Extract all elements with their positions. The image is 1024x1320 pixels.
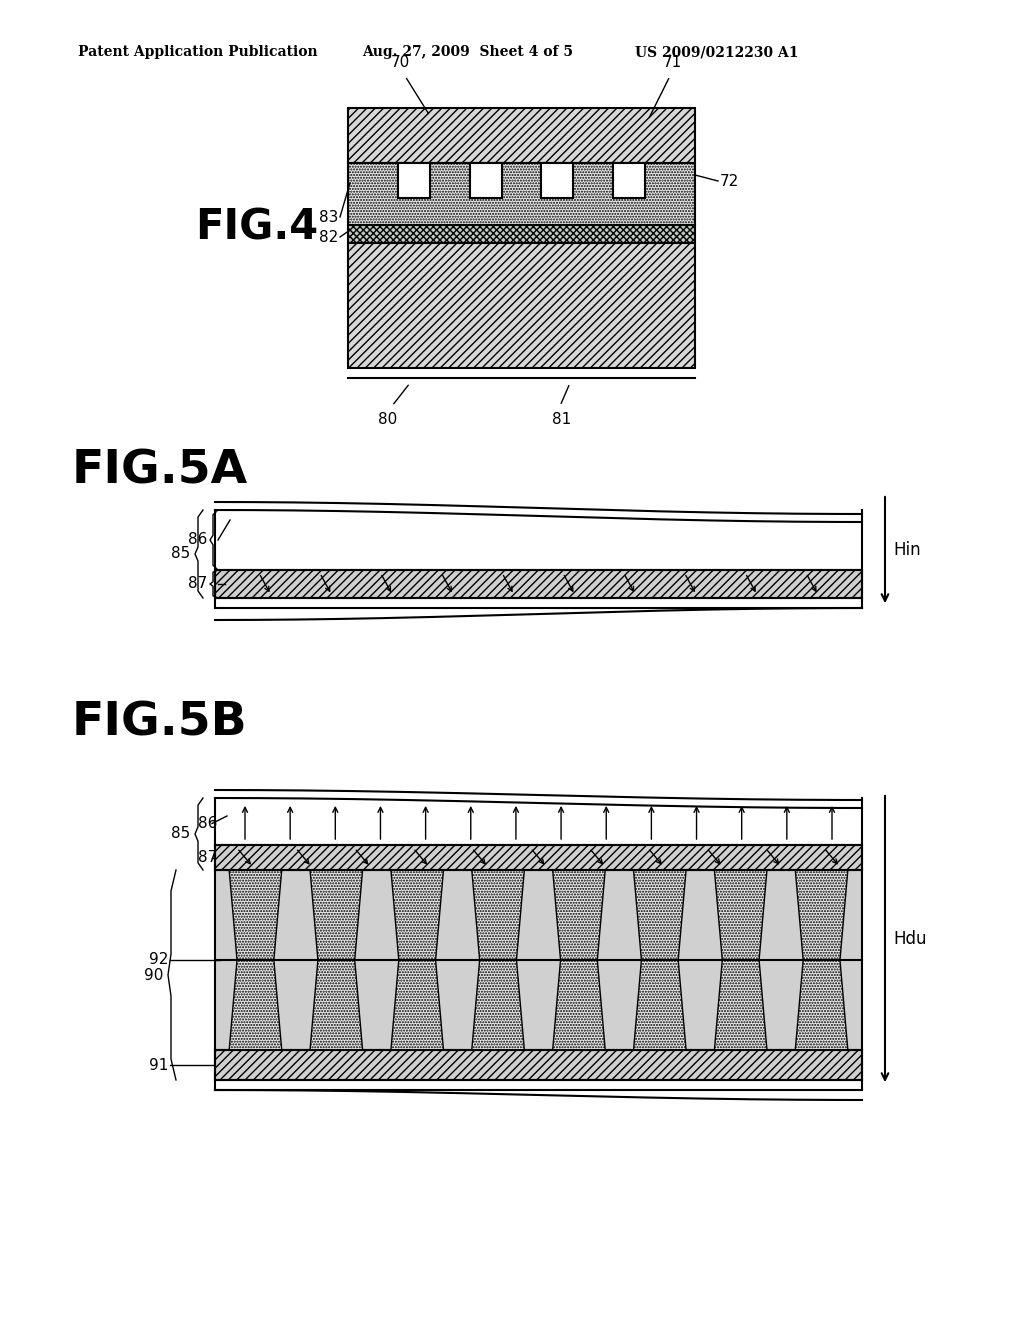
Polygon shape xyxy=(553,870,605,960)
Polygon shape xyxy=(472,960,524,1049)
Polygon shape xyxy=(553,960,605,1049)
Polygon shape xyxy=(634,960,686,1049)
Polygon shape xyxy=(229,960,282,1049)
Bar xyxy=(348,162,695,224)
Text: US 2009/0212230 A1: US 2009/0212230 A1 xyxy=(635,45,799,59)
Bar xyxy=(470,162,502,198)
Text: 87: 87 xyxy=(187,577,207,591)
Text: Aug. 27, 2009  Sheet 4 of 5: Aug. 27, 2009 Sheet 4 of 5 xyxy=(362,45,573,59)
Bar xyxy=(348,224,695,243)
Polygon shape xyxy=(796,960,848,1049)
Text: FIG.4: FIG.4 xyxy=(195,207,318,249)
Polygon shape xyxy=(310,960,362,1049)
Polygon shape xyxy=(472,870,524,960)
Text: 85: 85 xyxy=(171,826,190,842)
Text: 86: 86 xyxy=(187,532,207,548)
Polygon shape xyxy=(715,870,767,960)
Bar xyxy=(215,845,862,870)
Text: Patent Application Publication: Patent Application Publication xyxy=(78,45,317,59)
Bar xyxy=(215,870,862,1049)
Text: 86: 86 xyxy=(198,816,217,832)
Text: 87: 87 xyxy=(198,850,217,865)
Bar xyxy=(542,162,573,198)
Text: 92: 92 xyxy=(148,953,168,968)
Bar xyxy=(348,243,695,368)
Polygon shape xyxy=(796,870,848,960)
Text: 81: 81 xyxy=(552,412,571,426)
Text: Hdu: Hdu xyxy=(893,931,927,948)
Text: Hin: Hin xyxy=(893,541,921,558)
Text: 83: 83 xyxy=(318,210,338,224)
Polygon shape xyxy=(391,960,443,1049)
Text: 85: 85 xyxy=(171,546,190,561)
Text: 72: 72 xyxy=(720,173,739,189)
Text: FIG.5A: FIG.5A xyxy=(72,447,248,492)
Polygon shape xyxy=(229,870,282,960)
Text: 91: 91 xyxy=(148,1057,168,1072)
Bar xyxy=(397,162,430,198)
Text: 70: 70 xyxy=(390,55,410,70)
Text: 82: 82 xyxy=(318,230,338,244)
Bar xyxy=(215,1049,862,1080)
Polygon shape xyxy=(391,870,443,960)
Text: 90: 90 xyxy=(143,968,163,982)
Text: 71: 71 xyxy=(663,55,682,70)
Polygon shape xyxy=(310,870,362,960)
Bar xyxy=(348,108,695,162)
Bar xyxy=(613,162,645,198)
Text: FIG.5B: FIG.5B xyxy=(72,700,248,744)
Text: 80: 80 xyxy=(379,412,397,426)
Polygon shape xyxy=(634,870,686,960)
Bar xyxy=(215,570,862,598)
Polygon shape xyxy=(715,960,767,1049)
